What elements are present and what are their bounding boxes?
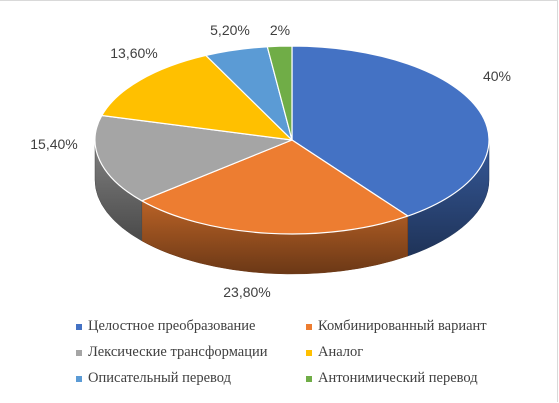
legend-label: Целостное преобразование [88, 318, 256, 334]
slice-3 [94, 114, 293, 202]
data-label-2: 23,80% [223, 284, 270, 300]
legend-label: Аналог [318, 344, 364, 360]
legend-swatch [306, 323, 312, 330]
legend-item-5: Описательный перевод [76, 370, 306, 387]
slice-6 [266, 45, 293, 141]
legend-label: Комбинированный вариант [318, 318, 487, 334]
legend-label: Описательный перевод [88, 370, 232, 386]
legend-swatch [306, 349, 312, 356]
legend-item-1: Целостное преобразование [76, 318, 306, 335]
data-label-6: 2% [270, 22, 290, 38]
legend: Целостное преобразование Комбинированный … [76, 318, 546, 387]
slice-2 [141, 139, 409, 235]
legend-swatch [306, 375, 312, 382]
legend-swatch [76, 375, 82, 382]
pie-slices [94, 45, 490, 235]
data-label-5: 5,20% [210, 22, 250, 38]
data-label-4: 13,60% [110, 45, 157, 61]
legend-swatch [76, 349, 82, 356]
legend-item-3: Лексические трансформации [76, 344, 306, 361]
pie-data-labels: 40% 23,80% 15,40% 13,60% 5,20% 2% [30, 22, 511, 300]
legend-label: Антонимический перевод [318, 370, 478, 386]
slice-1 [291, 45, 490, 217]
slice-4 [101, 54, 293, 141]
legend-label: Лексические трансформации [88, 344, 268, 360]
legend-item-6: Антонимический перевод [306, 370, 536, 387]
legend-swatch [76, 323, 82, 330]
pie-chart: 40% 23,80% 15,40% 13,60% 5,20% 2% [30, 22, 511, 300]
legend-item-2: Комбинированный вариант [306, 318, 536, 335]
data-label-1: 40% [483, 68, 511, 84]
data-label-3: 15,40% [30, 136, 77, 152]
legend-item-4: Аналог [306, 344, 536, 361]
